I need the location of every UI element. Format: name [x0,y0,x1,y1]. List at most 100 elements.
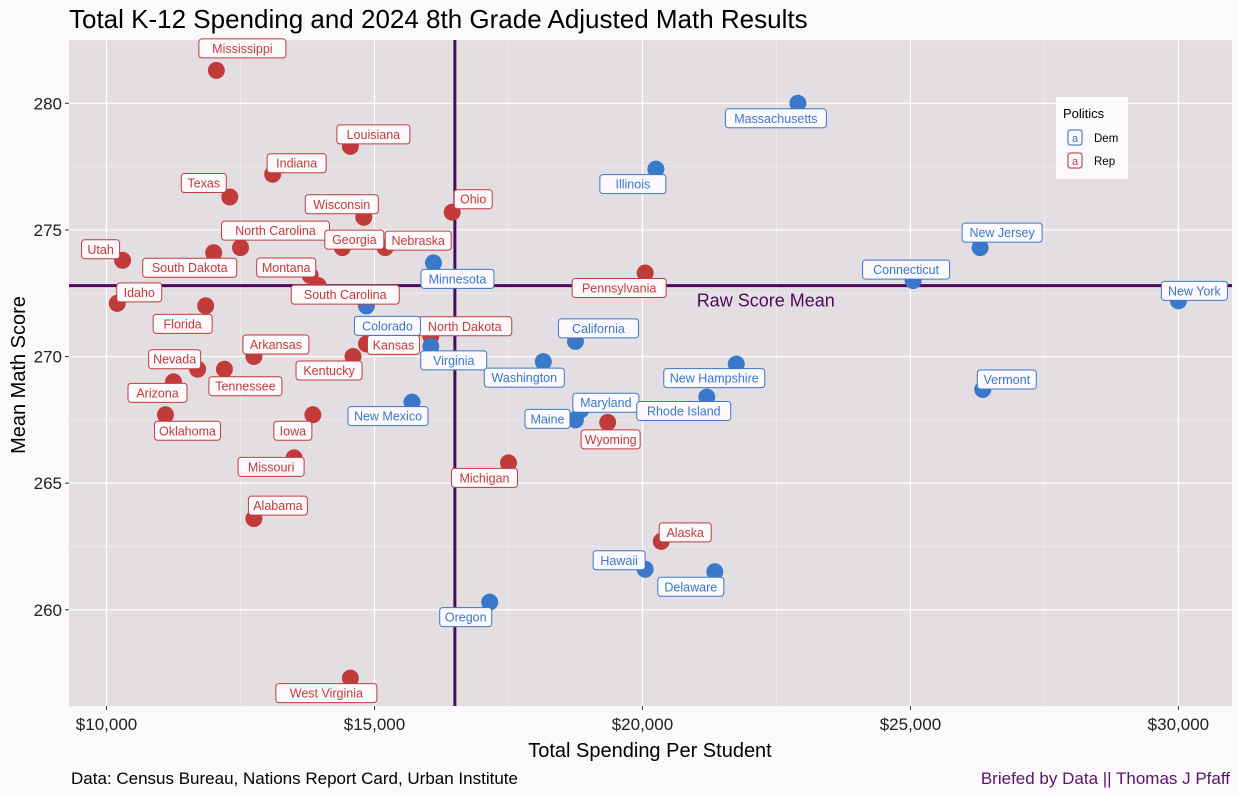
y-tick-label: 275 [34,221,62,240]
point-label-text: Tennessee [215,380,276,394]
point-label-box [180,173,227,194]
point-label-box [127,382,188,403]
point-label: Vermont [976,369,1037,390]
point-label-text: Alabama [253,499,302,513]
point-label-box [256,257,317,278]
point-label-text: Arizona [136,386,178,400]
point-label-box [275,683,378,704]
legend: Politics a Dem a Rep [1056,97,1128,179]
point-label-box [304,194,379,215]
point-label-text: Michigan [459,471,509,485]
chart-title: Total K-12 Spending and 2024 8th Grade A… [69,4,808,34]
point-label: Minnesota [420,268,495,289]
point-label: New Hampshire [663,368,766,389]
point-label-text: California [572,322,625,336]
point-label: West Virginia [275,683,378,704]
point-label-text: West Virginia [290,687,363,701]
y-tick-label: 260 [34,601,62,620]
point-label: South Carolina [290,284,400,305]
point-label-text: Texas [187,177,220,191]
y-tick-label: 270 [34,348,62,367]
data-point [341,669,359,687]
point-label-text: Idaho [124,286,155,300]
data-point [566,411,584,429]
data-point [706,563,724,581]
point-label-box [592,550,646,571]
point-label-text: South Dakota [152,261,228,275]
point-label: Rhode Island [636,401,732,422]
caption-left: Data: Census Bureau, Nations Report Card… [71,769,518,788]
point-label: Florida [152,313,213,334]
data-point [232,239,250,257]
point-label: Hawaii [592,550,646,571]
data-point [647,160,665,178]
point-label: Massachusetts [724,108,827,129]
point-label: Georgia [324,229,385,250]
point-label-text: Illinois [615,178,650,192]
data-point [534,353,552,371]
data-point [499,454,517,472]
point-label: California [557,318,639,339]
point-label: Kentucky [295,360,363,381]
point-label-box [453,189,493,210]
point-label-text: Virginia [433,354,475,368]
data-point [205,244,223,262]
point-label-box [247,495,308,516]
point-label-text: New Mexico [354,410,422,424]
caption-right: Briefed by Data || Thomas J Pfaff [981,769,1230,788]
point-label: Kansas [366,334,420,355]
point-label-text: Wyoming [585,433,637,447]
point-label-box [571,277,667,298]
point-label: Connecticut [862,259,951,280]
point-label-text: Georgia [332,233,377,247]
point-label: Oregon [439,607,493,628]
data-point [215,360,233,378]
point-label-text: Oregon [445,611,487,625]
point-label-box [347,406,429,427]
legend-entries: a Dem a Rep [1067,129,1118,169]
point-label-text: Florida [164,317,202,331]
legend-label: Dem [1094,133,1118,145]
point-label: Maine [524,408,571,429]
x-tick-label: $20,000 [612,715,673,734]
point-label-text: Delaware [664,580,717,594]
legend-key [1067,152,1083,169]
point-label-box [657,576,725,597]
legend-key [1067,129,1083,146]
y-tick-label: 265 [34,474,62,493]
point-label: Arkansas [242,334,310,355]
point-label: Nevada [148,349,202,370]
point-label-box [198,38,287,59]
point-label-box [116,282,163,303]
point-label: Michigan [450,467,518,488]
legend-key-glyph: a [1072,133,1079,145]
point-label: Washington [483,367,565,388]
plot-panel [69,40,1232,706]
point-label-box [976,369,1037,390]
axis-ticks: $10,000 $15,000 $20,000 $25,000 $30,000 260 26… [34,94,1210,734]
point-label-box [663,368,766,389]
data-point [971,239,989,257]
point-label: Oklahoma [153,420,221,441]
point-label-text: New Jersey [969,226,1035,240]
point-label-box [524,408,571,429]
point-label-box [658,522,712,543]
point-label-text: Colorado [362,319,413,333]
legend-key-glyph: a [1072,156,1079,168]
point-label-text: Arkansas [250,338,302,352]
point-label: Ohio [453,189,493,210]
data-point [424,254,442,272]
point-label-text: Hawaii [600,554,638,568]
point-label-text: Kansas [373,338,415,352]
point-label-box [153,420,221,441]
point-label-text: New York [1168,284,1222,298]
legend-entry-rep: a Rep [1067,152,1115,169]
point-label-text: Maryland [580,396,631,410]
point-label-text: Connecticut [873,263,940,277]
point-label: Alaska [658,522,712,543]
point-label: Tennessee [208,376,283,397]
point-label-text: Montana [262,261,311,275]
data-point [789,94,807,112]
point-label-box [353,315,421,336]
point-label-text: Utah [87,243,113,257]
